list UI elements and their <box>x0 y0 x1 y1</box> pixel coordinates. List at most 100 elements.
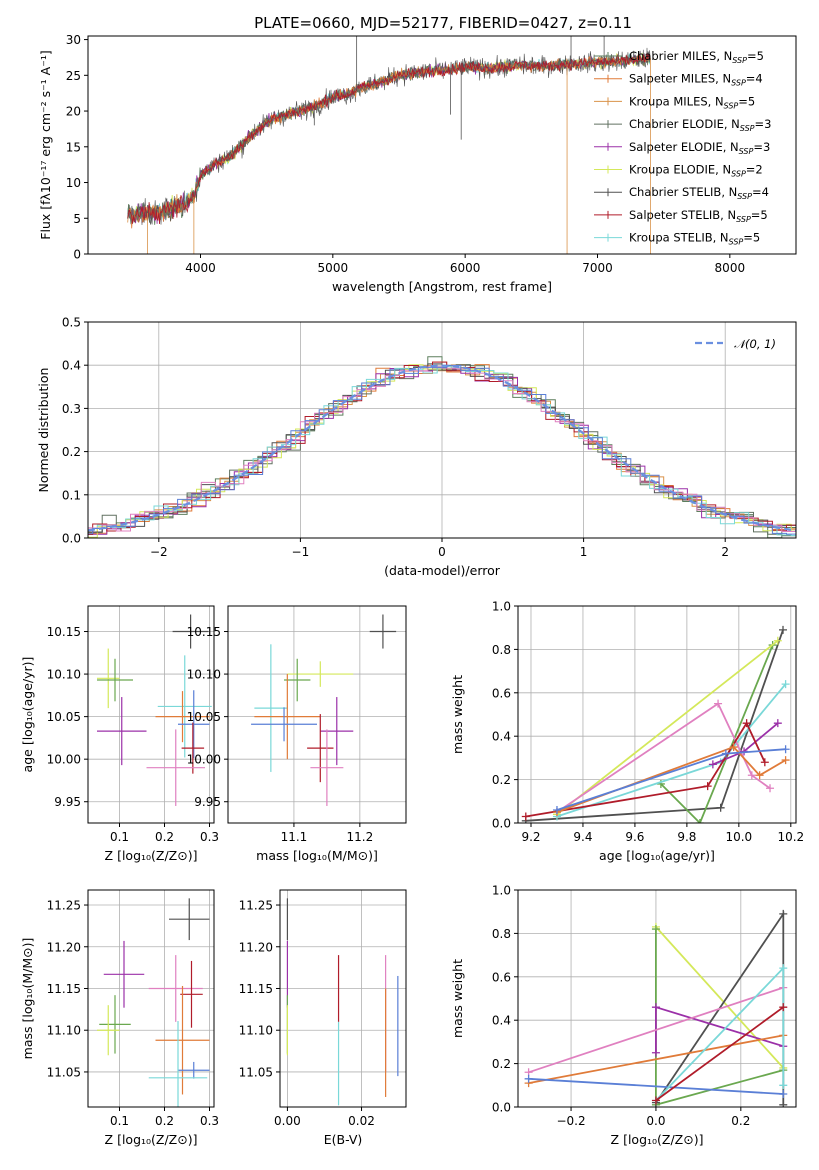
y-tick-label: 10.00 <box>187 753 221 767</box>
x-tick-label: 0.02 <box>348 1114 375 1128</box>
y-tick-label: 0.1 <box>62 488 81 502</box>
axes-frame <box>227 605 407 824</box>
x-tick-label: 0.2 <box>155 830 174 844</box>
mass_vs_EBV-axes: 0.00 0.02 11.05 11.10 11.15 11.20 11.25 E(B-V) <box>239 889 407 1147</box>
data-point <box>155 985 210 1095</box>
y-tick-label: 11.25 <box>239 899 273 913</box>
x-tick-label: 0.1 <box>110 830 129 844</box>
y-tick-label: 0.2 <box>62 445 81 459</box>
data-point <box>97 1005 120 1056</box>
legend-subscript: SSP <box>731 170 746 179</box>
x-tick-label: 6000 <box>450 261 481 275</box>
data-point <box>146 729 205 806</box>
mass_vs_Z-panel: 0.1 0.2 0.3 11.05 11.10 11.15 11.20 11.25 Z [log… <box>20 889 219 1147</box>
x-tick-label: 1 <box>580 545 588 559</box>
x-tick-label: 9.8 <box>677 830 696 844</box>
y-tick-label: 11.20 <box>47 940 81 954</box>
weight-series <box>524 1074 788 1098</box>
y-axis-label: mass weight <box>450 959 465 1038</box>
y-tick-label: 0.0 <box>492 817 511 831</box>
y-tick-label: 0.2 <box>492 773 511 787</box>
data-point <box>172 614 209 649</box>
mass_vs_EBV-panel: 0.00 0.02 11.05 11.10 11.15 11.20 11.25 E(B-V) <box>239 889 407 1147</box>
axes-frame <box>517 889 797 1108</box>
weight-marker <box>779 1100 788 1107</box>
weight-series <box>552 745 790 814</box>
data-point <box>178 690 210 759</box>
y-tick-label: 0.0 <box>62 532 81 546</box>
x-tick-label: 0.3 <box>200 1114 219 1128</box>
y-axis-label: mass weight <box>450 675 465 754</box>
weight-marker <box>703 782 712 791</box>
y-tick-label: 11.20 <box>239 940 273 954</box>
y-tick-label: 25 <box>66 69 81 83</box>
y-tick-label: 11.10 <box>239 1024 273 1038</box>
legend-entry: Kroupa STELIB, NSSP=5 <box>629 231 760 247</box>
y-tick-label: 0.4 <box>492 730 511 744</box>
x-axis-label: wavelength [Angstrom, rest frame] <box>332 279 552 294</box>
legend-suffix: =3 <box>755 117 772 131</box>
legend-suffix: =5 <box>747 49 764 63</box>
weight-line <box>556 745 787 813</box>
mass_vs_Z-plot-area <box>97 898 210 1107</box>
x-tick-label: 0 <box>438 545 446 559</box>
x-tick-label: 0.3 <box>200 830 219 844</box>
weight-line <box>556 639 779 816</box>
weight-marker <box>552 805 561 814</box>
x-tick-label: −0.2 <box>556 1114 585 1128</box>
y-tick-label: 1.0 <box>492 600 511 614</box>
y-tick-label: 5 <box>73 212 81 226</box>
data-point <box>97 658 133 702</box>
y-tick-label: 0.4 <box>62 359 81 373</box>
y-tick-label: 10.05 <box>187 710 221 724</box>
x-tick-label: −1 <box>292 545 310 559</box>
weight-marker <box>779 909 788 918</box>
spectrum-line <box>127 53 651 225</box>
weight-marker <box>708 760 717 769</box>
legend-subscript: SSP <box>739 147 754 156</box>
weight-marker <box>521 812 530 821</box>
weight-line <box>525 721 766 818</box>
y-tick-label: 15 <box>66 140 81 154</box>
y-axis-label: Flux [fλ10⁻¹⁷ erg cm⁻² s⁻¹ A⁻¹] <box>38 50 53 239</box>
weight-marker <box>721 749 730 758</box>
y-tick-label: 0.2 <box>492 1057 511 1071</box>
y-tick-label: 10.05 <box>47 710 81 724</box>
weight-line <box>528 1034 784 1084</box>
weight_vs_Z-axes: −0.2 0.0 0.2 0.0 0.2 0.4 0.6 0.8 1.0 Z [log₁₀(Z/Z… <box>450 884 797 1147</box>
data-point <box>287 661 354 687</box>
data-point <box>99 995 131 1054</box>
weight-series <box>651 1003 788 1105</box>
age_vs_mass-background <box>228 606 406 823</box>
axes-frame <box>87 605 215 824</box>
legend-subscript: SSP <box>740 124 755 133</box>
x-tick-label: 4000 <box>185 261 216 275</box>
y-tick-label: 0.6 <box>492 686 511 700</box>
spectrum-panel: 4000 5000 6000 7000 8000 0 5 10 15 20 25 30 waveleng… <box>38 33 797 294</box>
weight-series <box>521 625 788 823</box>
legend-suffix: =5 <box>751 208 768 222</box>
weight_vs_age-background <box>518 606 796 823</box>
weight-marker <box>651 925 660 934</box>
weight-marker <box>716 803 725 812</box>
y-tick-label: 10.15 <box>187 625 221 639</box>
y-tick-label: 20 <box>66 105 81 119</box>
weight-series <box>521 719 769 821</box>
data-point <box>103 940 145 1008</box>
x-tick-label: 7000 <box>582 261 613 275</box>
x-tick-label: 0.0 <box>646 1114 665 1128</box>
data-point <box>310 729 344 806</box>
x-tick-label: 5000 <box>318 261 349 275</box>
age_vs_mass-panel: 11.1 11.2 9.95 10.00 10.05 10.10 10.15 mass [lo… <box>187 605 407 863</box>
weight-line <box>556 702 771 813</box>
y-tick-label: 11.15 <box>47 982 81 996</box>
residuals-legend: 𝒩(0, 1) <box>695 337 776 351</box>
x-tick-label: 9.6 <box>625 830 644 844</box>
x-tick-label: −2 <box>150 545 168 559</box>
age_vs_Z-axes: 0.1 0.2 0.3 9.95 10.00 10.05 10.10 10.15 Z [log₁… <box>20 605 219 863</box>
weight-marker <box>773 719 782 728</box>
y-tick-label: 0.0 <box>492 1101 511 1115</box>
mass_vs_Z-axes: 0.1 0.2 0.3 11.05 11.10 11.15 11.20 11.25 Z [log… <box>20 889 219 1147</box>
legend-suffix: =3 <box>753 140 770 154</box>
legend-subscript: SSP <box>724 101 739 110</box>
